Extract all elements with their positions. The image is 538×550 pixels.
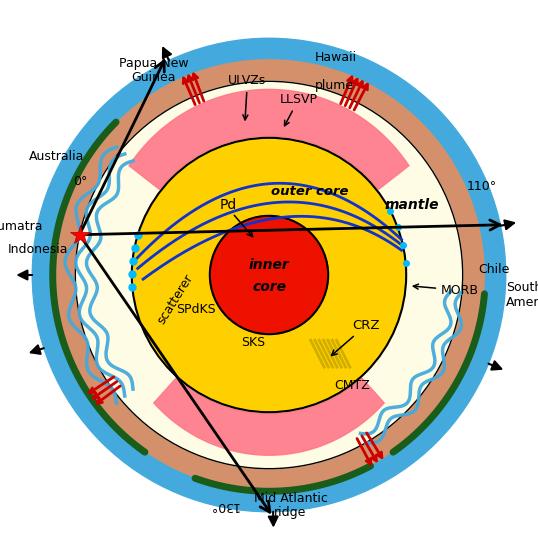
Text: CRZ: CRZ <box>331 319 380 355</box>
Text: Mid Atlantic
ridge: Mid Atlantic ridge <box>253 492 328 519</box>
Text: Chile: Chile <box>478 263 509 276</box>
Text: SPdKS: SPdKS <box>176 304 216 316</box>
Text: South
America: South America <box>506 281 538 309</box>
Circle shape <box>132 138 406 412</box>
Circle shape <box>75 81 463 469</box>
Text: CMTZ: CMTZ <box>335 379 370 392</box>
Text: 0°: 0° <box>74 175 88 189</box>
Text: Papua New
Guinea: Papua New Guinea <box>118 57 188 84</box>
Circle shape <box>54 60 484 490</box>
Circle shape <box>210 216 328 334</box>
Text: scatterer: scatterer <box>154 272 195 327</box>
Text: ULVZs: ULVZs <box>228 74 267 120</box>
Text: Australia: Australia <box>29 150 84 163</box>
Text: outer core: outer core <box>271 185 348 198</box>
Text: SKS: SKS <box>241 336 265 349</box>
Text: Sumatra: Sumatra <box>0 220 43 233</box>
Text: mantle: mantle <box>384 198 439 212</box>
Circle shape <box>32 39 506 512</box>
Text: LLSVP: LLSVP <box>280 93 317 126</box>
Polygon shape <box>154 378 384 455</box>
Text: Hawaii: Hawaii <box>315 51 357 64</box>
Polygon shape <box>129 90 409 190</box>
Text: 130°: 130° <box>208 499 238 512</box>
Text: Pd: Pd <box>220 198 237 212</box>
Text: core: core <box>252 280 286 294</box>
Text: inner: inner <box>249 258 289 272</box>
Text: 110°: 110° <box>466 180 497 192</box>
Text: MORB: MORB <box>413 284 479 297</box>
Text: plume: plume <box>315 79 354 92</box>
Text: Indonesia: Indonesia <box>8 243 68 256</box>
